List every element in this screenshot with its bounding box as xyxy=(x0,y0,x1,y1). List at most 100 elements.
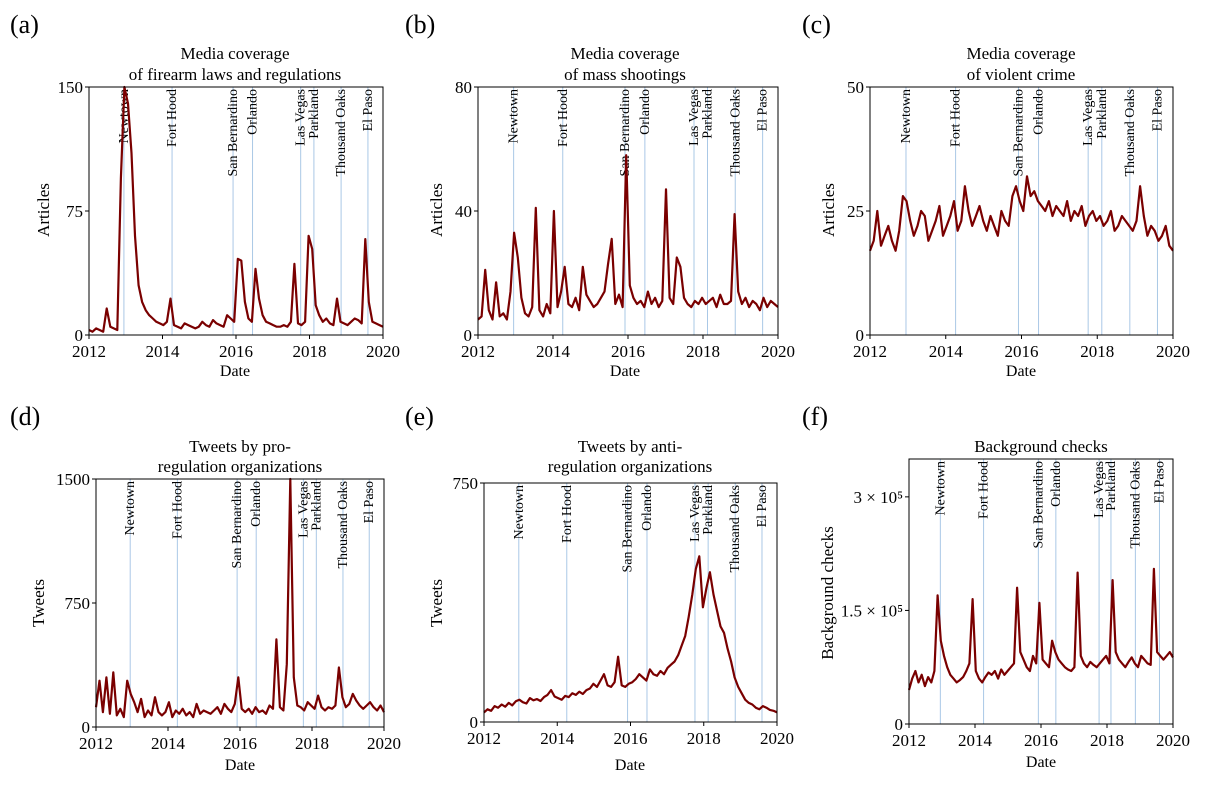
panel-label: (b) xyxy=(405,10,435,39)
event-label: Thousand Oaks xyxy=(728,89,743,177)
series-line xyxy=(88,85,384,333)
chart-title-line2: regulation organizations xyxy=(158,457,322,476)
plot-area-f: Newtown Fort Hood San Bernardino Orlando Las… xyxy=(841,458,1190,750)
y-axis-label: Tweets xyxy=(29,579,48,627)
event-label: Newtown xyxy=(512,485,527,539)
plot-area-c: Newtown Fort Hood San Bernardino Orlando Las… xyxy=(847,78,1190,361)
chart-title-line1: Background checks xyxy=(974,437,1108,456)
event-label: Las Vegas xyxy=(294,89,309,146)
panel-label: (d) xyxy=(10,402,40,431)
event-label: El Paso xyxy=(362,481,377,523)
x-tick-label: 2018 xyxy=(686,342,720,361)
panel-label: (e) xyxy=(405,402,434,431)
event-label: Fort Hood xyxy=(977,461,992,519)
chart-title-line2: of firearm laws and regulations xyxy=(129,65,341,84)
x-tick-label: 2020 xyxy=(1156,342,1190,361)
x-tick-label: 2012 xyxy=(461,342,495,361)
x-tick-label: 2014 xyxy=(151,734,186,753)
event-label: Las Vegas xyxy=(1081,89,1096,146)
event-label: Newtown xyxy=(507,89,522,143)
event-label: Fort Hood xyxy=(560,485,575,543)
event-label: Parkland xyxy=(1104,461,1119,511)
x-tick-label: 2014 xyxy=(536,342,571,361)
panel-label: (c) xyxy=(802,10,831,39)
x-tick-label: 2014 xyxy=(540,729,575,748)
chart-title-line2: regulation organizations xyxy=(548,457,712,476)
event-label: El Paso xyxy=(361,89,376,131)
panel-c: (c) Media coverage of violent crime Date… xyxy=(802,10,1190,380)
chart-title-line1: Tweets by anti- xyxy=(578,437,683,456)
series-line xyxy=(907,567,1174,691)
x-tick-label: 2016 xyxy=(223,734,257,753)
x-axis-label: Date xyxy=(610,363,640,380)
event-label: Parkland xyxy=(309,481,324,531)
y-axis-label: Articles xyxy=(427,183,446,237)
y-tick-label: 0 xyxy=(464,326,473,345)
y-tick-label: 0 xyxy=(470,713,479,732)
y-tick-label: 0 xyxy=(856,326,865,345)
y-tick-label: 750 xyxy=(453,474,479,493)
x-tick-label: 2016 xyxy=(219,342,253,361)
y-tick-label: 750 xyxy=(65,594,91,613)
panel-label: (f) xyxy=(802,402,828,431)
event-label: Las Vegas xyxy=(1092,461,1107,518)
event-label: San Bernardino xyxy=(1031,461,1046,548)
panel-label: (a) xyxy=(10,10,39,39)
chart-title-line1: Media coverage xyxy=(966,44,1075,63)
y-tick-label: 50 xyxy=(847,78,864,97)
event-label: San Bernardino xyxy=(226,89,241,176)
event-label: Fort Hood xyxy=(165,89,180,147)
x-tick-label: 2016 xyxy=(1024,731,1058,750)
panel-d: (d) Tweets by pro- regulation organizati… xyxy=(10,402,401,774)
x-tick-label: 2020 xyxy=(760,729,794,748)
x-tick-label: 2016 xyxy=(611,342,645,361)
x-tick-label: 2012 xyxy=(72,342,106,361)
event-label: Fort Hood xyxy=(170,481,185,539)
event-label: Parkland xyxy=(701,485,716,535)
y-axis-label: Articles xyxy=(34,183,53,237)
series-line xyxy=(483,555,778,714)
event-label: Thousand Oaks xyxy=(728,485,743,573)
y-tick-label: 80 xyxy=(455,78,472,97)
event-label: Thousand Oaks xyxy=(336,481,351,569)
y-axis-label: Background checks xyxy=(818,526,837,660)
series-line xyxy=(94,477,385,719)
event-label: Parkland xyxy=(701,89,716,139)
event-label: Orlando xyxy=(246,89,261,135)
y-axis-label: Tweets xyxy=(427,579,446,627)
event-label: Fort Hood xyxy=(556,89,571,147)
panel-f: (f) Background checks Date Background ch… xyxy=(802,402,1190,771)
event-label: Orlando xyxy=(1032,89,1047,135)
event-label: Newtown xyxy=(933,461,948,515)
event-label: San Bernardino xyxy=(230,481,245,568)
x-tick-label: 2018 xyxy=(295,734,329,753)
chart-title-line2: of violent crime xyxy=(967,65,1076,84)
event-label: El Paso xyxy=(755,485,770,527)
x-axis-label: Date xyxy=(615,757,645,774)
plot-area-b: Newtown Fort Hood San Bernardino Orlando Las… xyxy=(455,78,795,361)
event-label: Parkland xyxy=(1095,89,1110,139)
event-label: Newtown xyxy=(123,481,138,535)
series-line xyxy=(477,154,779,321)
event-label: Fort Hood xyxy=(949,89,964,147)
y-axis-label: Articles xyxy=(819,183,838,237)
y-tick-label: 25 xyxy=(847,202,864,221)
x-tick-label: 2016 xyxy=(1005,342,1039,361)
x-tick-label: 2016 xyxy=(614,729,648,748)
event-label: Orlando xyxy=(638,89,653,135)
event-label: Las Vegas xyxy=(688,485,703,542)
x-tick-label: 2018 xyxy=(1090,731,1124,750)
chart-title-line1: Media coverage xyxy=(180,44,289,63)
y-tick-label: 40 xyxy=(455,202,472,221)
y-tick-label: 0 xyxy=(895,715,904,734)
panel-a: (a) Media coverage of firearm laws and r… xyxy=(10,10,400,380)
event-label: El Paso xyxy=(756,89,771,131)
event-label: Thousand Oaks xyxy=(334,89,349,177)
event-label: San Bernardino xyxy=(1011,89,1026,176)
plot-area-e: Newtown Fort Hood San Bernardino Orlando Las… xyxy=(453,474,795,748)
plot-area-d: Newtown Fort Hood San Bernardino Orlando Las… xyxy=(56,470,401,753)
event-label: Parkland xyxy=(307,89,322,139)
x-tick-label: 2014 xyxy=(146,342,181,361)
x-tick-label: 2020 xyxy=(761,342,795,361)
